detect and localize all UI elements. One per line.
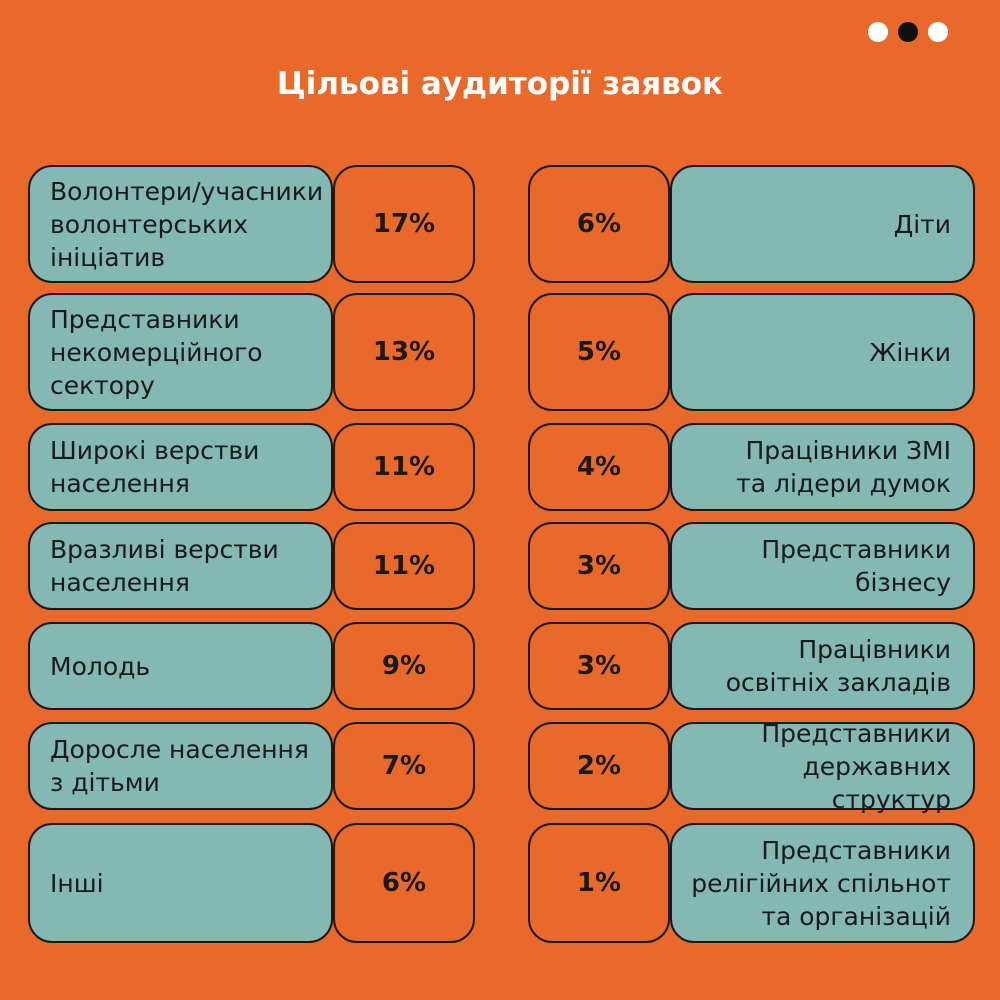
audience-label-box: Представники релігійних спільнот та орга…: [670, 823, 975, 943]
audience-label: Жінки: [869, 337, 951, 367]
audience-label-box: Волонтери/учасники волонтерських ініціат…: [28, 165, 333, 283]
audience-percent-box: 7%: [333, 722, 475, 810]
audience-percent: 17%: [372, 209, 436, 239]
audience-label: Працівники ЗМІ та лідери думок: [736, 436, 951, 498]
audience-label-box: Інші: [28, 823, 333, 943]
dots-icon: [868, 22, 948, 42]
audience-percent-box: 3%: [528, 522, 670, 610]
audience-percent-box: 6%: [333, 823, 475, 943]
audience-label-box: Жінки: [670, 293, 975, 411]
page-title: Цільові аудиторії заявок: [276, 66, 724, 102]
audience-percent-box: 6%: [528, 165, 670, 283]
audience-percent: 7%: [381, 751, 427, 781]
audience-percent-box: 13%: [333, 293, 475, 411]
audience-percent-box: 4%: [528, 423, 670, 511]
audience-label-box: Представники некомерційного сектору: [28, 293, 333, 411]
audience-label: Широкі верстви населення: [50, 436, 260, 498]
audience-label: Доросле населення з дітьми: [50, 735, 309, 797]
audience-label-box: Вразливі верстви населення: [28, 522, 333, 610]
audience-percent: 3%: [576, 551, 622, 581]
audience-percent-box: 11%: [333, 522, 475, 610]
dot-icon: [868, 22, 888, 42]
audience-label-box: Представники державних структур: [670, 719, 975, 814]
audience-percent: 11%: [372, 452, 436, 482]
audience-percent: 2%: [576, 751, 622, 781]
audience-percent: 3%: [576, 651, 622, 681]
audience-percent-box: 3%: [528, 622, 670, 710]
audience-label-box: Представники бізнесу: [670, 522, 975, 610]
audience-label-box: Діти: [670, 165, 975, 283]
audience-label-box: Широкі верстви населення: [28, 423, 333, 511]
audience-label: Молодь: [50, 651, 151, 681]
audience-percent: 5%: [576, 337, 622, 367]
audience-label: Інші: [50, 868, 104, 898]
audience-label: Представники державних структур: [761, 718, 951, 814]
audience-percent: 6%: [381, 868, 427, 898]
audience-percent: 13%: [372, 337, 436, 367]
audience-label: Волонтери/учасники волонтерських ініціат…: [50, 176, 324, 272]
audience-percent-box: 1%: [528, 823, 670, 943]
audience-percent-box: 17%: [333, 165, 475, 283]
dot-icon: [898, 22, 918, 42]
audience-label-box: Працівники освітніх закладів: [670, 622, 975, 710]
audience-percent: 11%: [372, 551, 436, 581]
audience-percent-box: 11%: [333, 423, 475, 511]
dot-icon: [928, 22, 948, 42]
audience-percent: 4%: [576, 452, 622, 482]
audience-percent-box: 9%: [333, 622, 475, 710]
audience-label-box: Доросле населення з дітьми: [28, 722, 333, 810]
audience-label: Представники бізнесу: [761, 535, 951, 597]
audience-label: Працівники освітніх закладів: [725, 635, 951, 697]
audience-label: Вразливі верстви населення: [50, 535, 279, 597]
audience-label-box: Молодь: [28, 622, 333, 710]
audience-percent-box: 5%: [528, 293, 670, 411]
audience-percent: 9%: [381, 651, 427, 681]
audience-percent-box: 2%: [528, 722, 670, 810]
audience-label: Представники некомерційного сектору: [50, 304, 263, 400]
audience-label-box: Працівники ЗМІ та лідери думок: [670, 423, 975, 511]
audience-percent: 6%: [576, 209, 622, 239]
audience-percent: 1%: [576, 868, 622, 898]
audience-label: Діти: [893, 209, 951, 239]
audience-label: Представники релігійних спільнот та орга…: [691, 835, 951, 931]
